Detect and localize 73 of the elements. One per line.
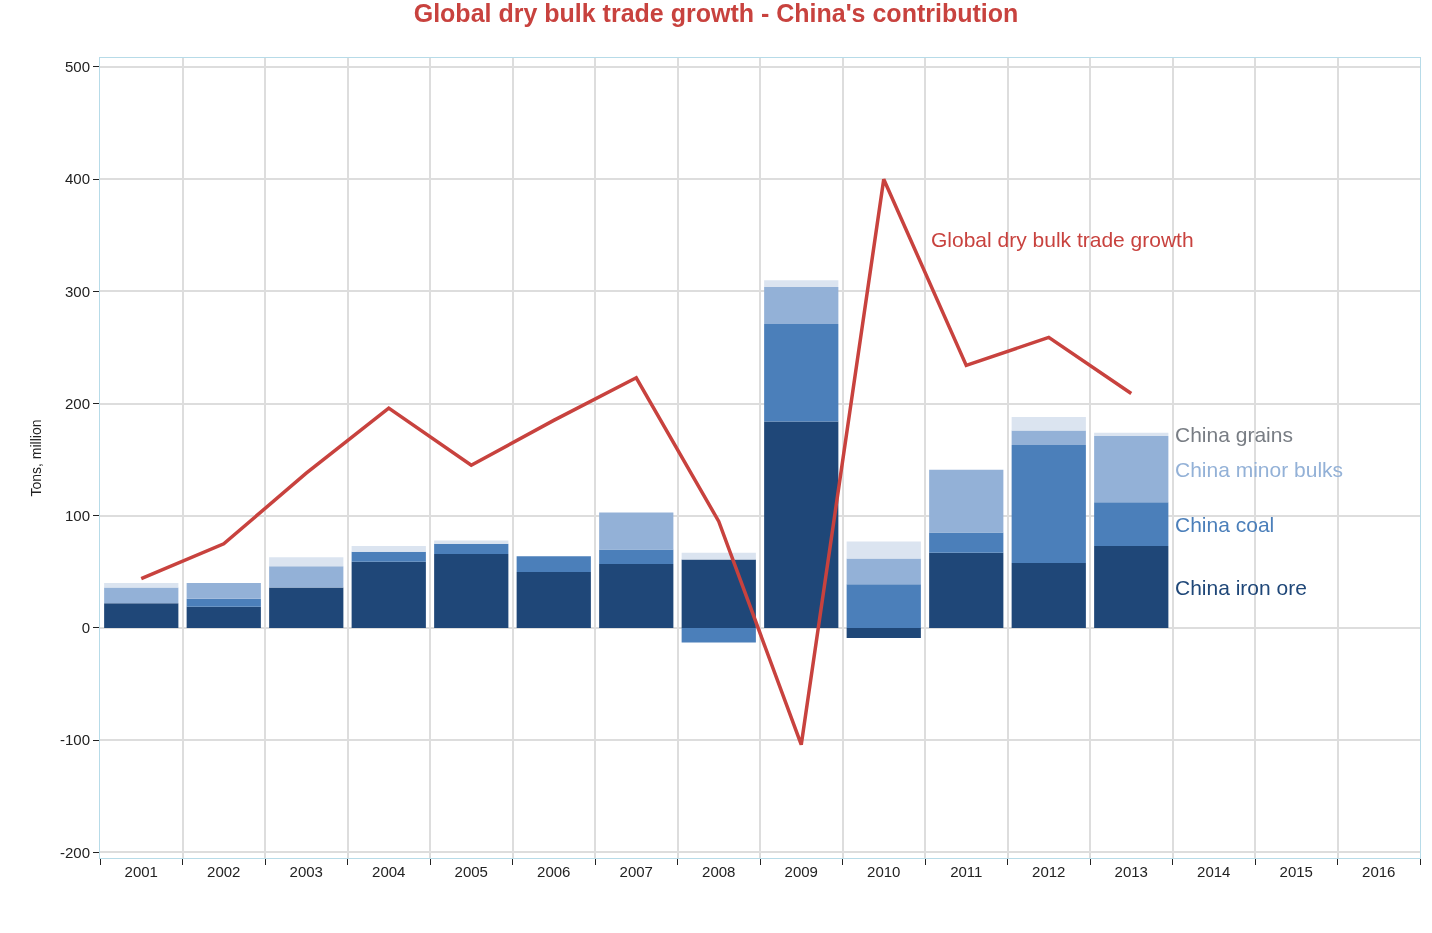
- x-tick-label: 2015: [1279, 863, 1313, 880]
- y-tick-label: 500: [64, 58, 90, 76]
- bar: [269, 557, 344, 567]
- x-tick-label: 2006: [537, 863, 571, 880]
- x-tick-label: 2016: [1362, 863, 1396, 880]
- x-tick-label: 2012: [1032, 863, 1066, 880]
- y-tick-label: -100: [59, 731, 90, 749]
- x-tick-label: 2007: [619, 863, 653, 880]
- bar: [929, 552, 1004, 628]
- x-tick-label: 2013: [1114, 863, 1148, 880]
- x-tick-label: 2001: [124, 863, 158, 880]
- x-tick-label: 2010: [867, 863, 901, 880]
- y-axis-title: Tons, million: [27, 419, 44, 497]
- series-label: China minor bulks: [1175, 458, 1344, 481]
- bar: [434, 553, 509, 628]
- bar: [681, 559, 756, 628]
- bar: [104, 587, 179, 604]
- bar: [599, 549, 674, 565]
- bar: [186, 583, 261, 599]
- bar: [434, 543, 509, 554]
- x-tick-label: 2002: [207, 863, 241, 880]
- bar: [764, 286, 839, 324]
- x-tick-label: 2008: [702, 863, 736, 880]
- x-tick-label: 2005: [454, 863, 488, 880]
- bar: [764, 280, 839, 287]
- bar: [929, 469, 1004, 533]
- bar: [186, 598, 261, 607]
- bar: [1094, 502, 1169, 547]
- bar: [681, 552, 756, 560]
- bar: [434, 540, 509, 544]
- bar: [1011, 562, 1086, 628]
- x-tick-label: 2014: [1197, 863, 1231, 880]
- y-tick-label: 400: [64, 170, 90, 188]
- bar: [269, 587, 344, 628]
- bar: [351, 561, 426, 628]
- bar: [1011, 445, 1086, 563]
- bar: [764, 421, 839, 628]
- bar: [186, 606, 261, 628]
- y-tick-label: 300: [64, 282, 90, 300]
- bar: [846, 584, 921, 628]
- x-tick-label: 2003: [289, 863, 323, 880]
- series-label: China iron ore: [1175, 576, 1307, 599]
- x-tick-label: 2004: [372, 863, 406, 880]
- bar: [846, 558, 921, 585]
- x-tick-label: 2011: [950, 863, 983, 880]
- y-tick-label: 0: [81, 619, 90, 637]
- bar: [599, 564, 674, 628]
- bar: [1094, 436, 1169, 503]
- bar: [1094, 546, 1169, 628]
- bar: [846, 627, 921, 639]
- series-label: China coal: [1175, 513, 1275, 536]
- bar: [1011, 430, 1086, 446]
- line-series: [139, 177, 1133, 747]
- bar: [764, 323, 839, 422]
- bar: [104, 603, 179, 628]
- bar: [351, 551, 426, 562]
- y-tick-label: 100: [64, 507, 90, 525]
- bar: [1011, 417, 1086, 431]
- bar: [516, 571, 591, 628]
- series-label: Global dry bulk trade growth: [931, 228, 1194, 251]
- chart-title: Global dry bulk trade growth - China's contribution: [413, 0, 1019, 28]
- bar: [929, 532, 1004, 553]
- bar: [681, 627, 756, 643]
- bar: [846, 541, 921, 559]
- bar: [351, 546, 426, 552]
- series-label: China grains: [1175, 423, 1293, 446]
- x-tick-label: 2009: [784, 863, 818, 880]
- y-tick-label: -200: [59, 843, 90, 861]
- bar: [269, 566, 344, 588]
- bar: [516, 556, 591, 572]
- bar: [104, 583, 179, 588]
- y-tick-label: 200: [64, 394, 90, 412]
- bar: [599, 512, 674, 550]
